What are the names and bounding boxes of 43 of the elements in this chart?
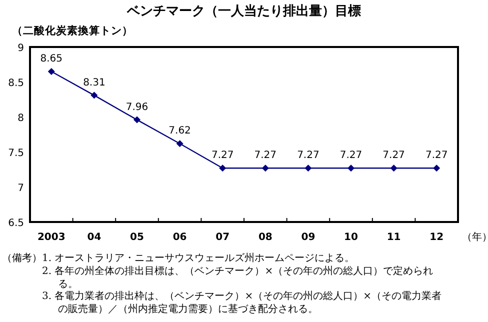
y-axis-title: （二酸化炭素換算トン）	[12, 24, 133, 38]
x-axis-title: （年）	[462, 231, 488, 244]
data-label: 7.27	[254, 150, 277, 162]
y-tick-label: 8.5	[8, 78, 24, 89]
chart-title: ベンチマーク（一人当たり排出量）目標	[126, 3, 362, 20]
point	[176, 140, 184, 148]
data-label: 7.27	[425, 150, 448, 162]
text: 3. 各電力業者の排出枠は、（ベンチマーク）×（その年の州の総人口）×（その電力業者の販売量）／（州内推定電力需要）に基づき配分される。	[42, 291, 442, 316]
point	[219, 164, 226, 172]
y-tick-label: 6.5	[8, 218, 24, 229]
y-tick-label: 8	[18, 113, 24, 124]
point	[134, 116, 140, 124]
data-label: 7.27	[211, 150, 234, 162]
x-tick-label: 09	[301, 232, 316, 243]
x-tick-label: 2003	[37, 232, 66, 243]
y-tick-label: 9	[18, 43, 24, 54]
x-tick-label: 05	[130, 232, 144, 243]
data-label: 7.27	[340, 150, 362, 162]
text: （備考）	[2, 253, 42, 266]
point	[262, 164, 269, 172]
data-label: 8.31	[83, 77, 106, 88]
point	[390, 164, 398, 172]
text: 1. オーストラリア・ニューサウスウェールズ州ホームページによる。	[42, 253, 356, 266]
data-label: 7.27	[382, 150, 405, 162]
point	[90, 92, 98, 99]
point	[48, 68, 55, 75]
x-tick-label: 06	[172, 232, 187, 243]
x-tick-label: 12	[430, 232, 444, 243]
data-label: 7.62	[168, 126, 191, 137]
y-tick-label: 7.5	[8, 148, 24, 159]
x-tick-label: 04	[87, 232, 102, 243]
x-tick-label: 11	[386, 232, 401, 243]
x-tick-label: 08	[258, 232, 272, 243]
data-label: 8.65	[40, 54, 63, 64]
x-tick-label: 07	[216, 232, 230, 243]
data-label: 7.96	[126, 102, 148, 113]
y-tick-label: 7	[18, 183, 24, 194]
point	[348, 164, 354, 172]
data-label: 7.27	[297, 150, 320, 162]
point	[304, 164, 312, 172]
x-tick-label: 10	[344, 232, 358, 243]
text: 2. 各年の州全体の排出目標は、（ベンチマーク）×（その年の州の総人口）で定められる。	[42, 266, 434, 290]
point	[433, 164, 440, 172]
